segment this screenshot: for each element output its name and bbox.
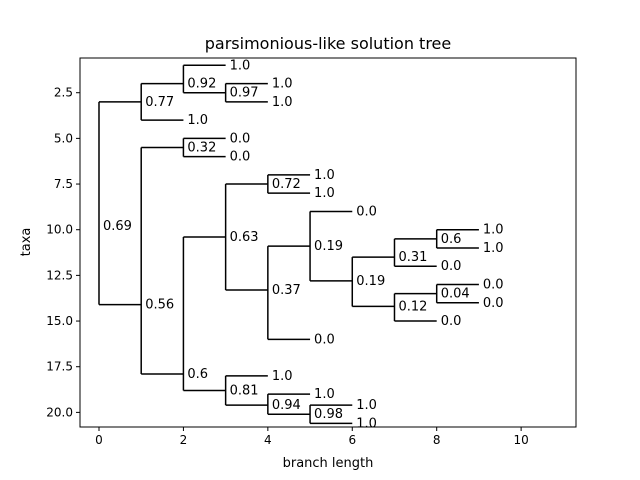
x-tick-label: 2 — [180, 433, 188, 447]
y-tick-label: 2.5 — [54, 86, 73, 100]
leaf-label: 0.0 — [483, 296, 504, 311]
leaf-label: 0.0 — [314, 332, 335, 347]
node-support-label: 0.69 — [103, 219, 132, 234]
node-support-label: 0.81 — [230, 383, 259, 398]
x-tick-label: 6 — [348, 433, 356, 447]
node-support-label: 0.37 — [272, 283, 301, 298]
node-support-label: 0.98 — [314, 407, 343, 422]
node-support-label: 0.32 — [187, 141, 216, 156]
leaf-label: 0.0 — [230, 131, 251, 146]
leaf-label: 1.0 — [356, 398, 377, 413]
tree-labels: 0.69 0.77 0.92 0.97 0.56 0.32 0.6 0.63 0.72 0.37 0… — [103, 58, 504, 431]
node-support-label: 0.94 — [272, 398, 301, 413]
chart-title: parsimonious-like solution tree — [205, 34, 451, 53]
x-tick-label: 8 — [433, 433, 441, 447]
leaf-label: 1.0 — [272, 95, 293, 110]
node-support-label: 0.77 — [145, 95, 174, 110]
node-support-label: 0.92 — [187, 77, 216, 92]
node-support-label: 0.63 — [230, 230, 259, 245]
x-axis-label: branch length — [283, 456, 374, 471]
node-support-label: 0.97 — [230, 86, 259, 101]
plot-frame — [79, 57, 577, 428]
leaf-label: 0.0 — [483, 278, 504, 293]
leaf-label: 0.0 — [441, 314, 462, 329]
leaf-label: 0.0 — [356, 204, 377, 219]
tree-branches — [98, 64, 479, 425]
x-tick-label: 0 — [95, 433, 103, 447]
y-tick-label: 15.0 — [46, 314, 73, 328]
leaf-label: 0.0 — [441, 259, 462, 274]
y-tick-label: 17.5 — [46, 360, 73, 374]
y-axis-ticks: 2.5 5.0 7.5 10.0 12.5 15.0 17.5 20.0 — [46, 86, 80, 419]
node-support-label: 0.19 — [356, 274, 385, 289]
y-axis-label: taxa — [19, 228, 34, 257]
leaf-label: 1.0 — [483, 223, 504, 238]
y-tick-label: 20.0 — [46, 405, 73, 419]
leaf-label: 1.0 — [356, 416, 377, 431]
leaf-label: 1.0 — [230, 58, 251, 73]
x-tick-label: 10 — [513, 433, 528, 447]
x-axis-ticks: 0 2 4 6 8 10 — [95, 427, 529, 447]
x-tick-label: 4 — [264, 433, 272, 447]
y-tick-label: 10.0 — [46, 223, 73, 237]
leaf-label: 1.0 — [483, 241, 504, 256]
y-tick-label: 7.5 — [54, 177, 73, 191]
y-tick-label: 12.5 — [46, 268, 73, 282]
node-support-label: 0.31 — [398, 250, 427, 265]
node-support-label: 0.04 — [441, 287, 470, 302]
node-support-label: 0.72 — [272, 177, 301, 192]
node-support-label: 0.12 — [398, 299, 427, 314]
node-support-label: 0.19 — [314, 239, 343, 254]
leaf-label: 1.0 — [314, 186, 335, 201]
leaf-label: 1.0 — [272, 77, 293, 92]
leaf-label: 1.0 — [187, 113, 208, 128]
node-support-label: 0.56 — [145, 298, 174, 313]
node-support-label: 0.6 — [441, 232, 462, 247]
leaf-label: 1.0 — [314, 387, 335, 402]
leaf-label: 1.0 — [314, 168, 335, 183]
leaf-label: 0.0 — [230, 150, 251, 165]
y-tick-label: 5.0 — [54, 131, 73, 145]
node-support-label: 0.6 — [187, 367, 208, 382]
leaf-label: 1.0 — [272, 369, 293, 384]
